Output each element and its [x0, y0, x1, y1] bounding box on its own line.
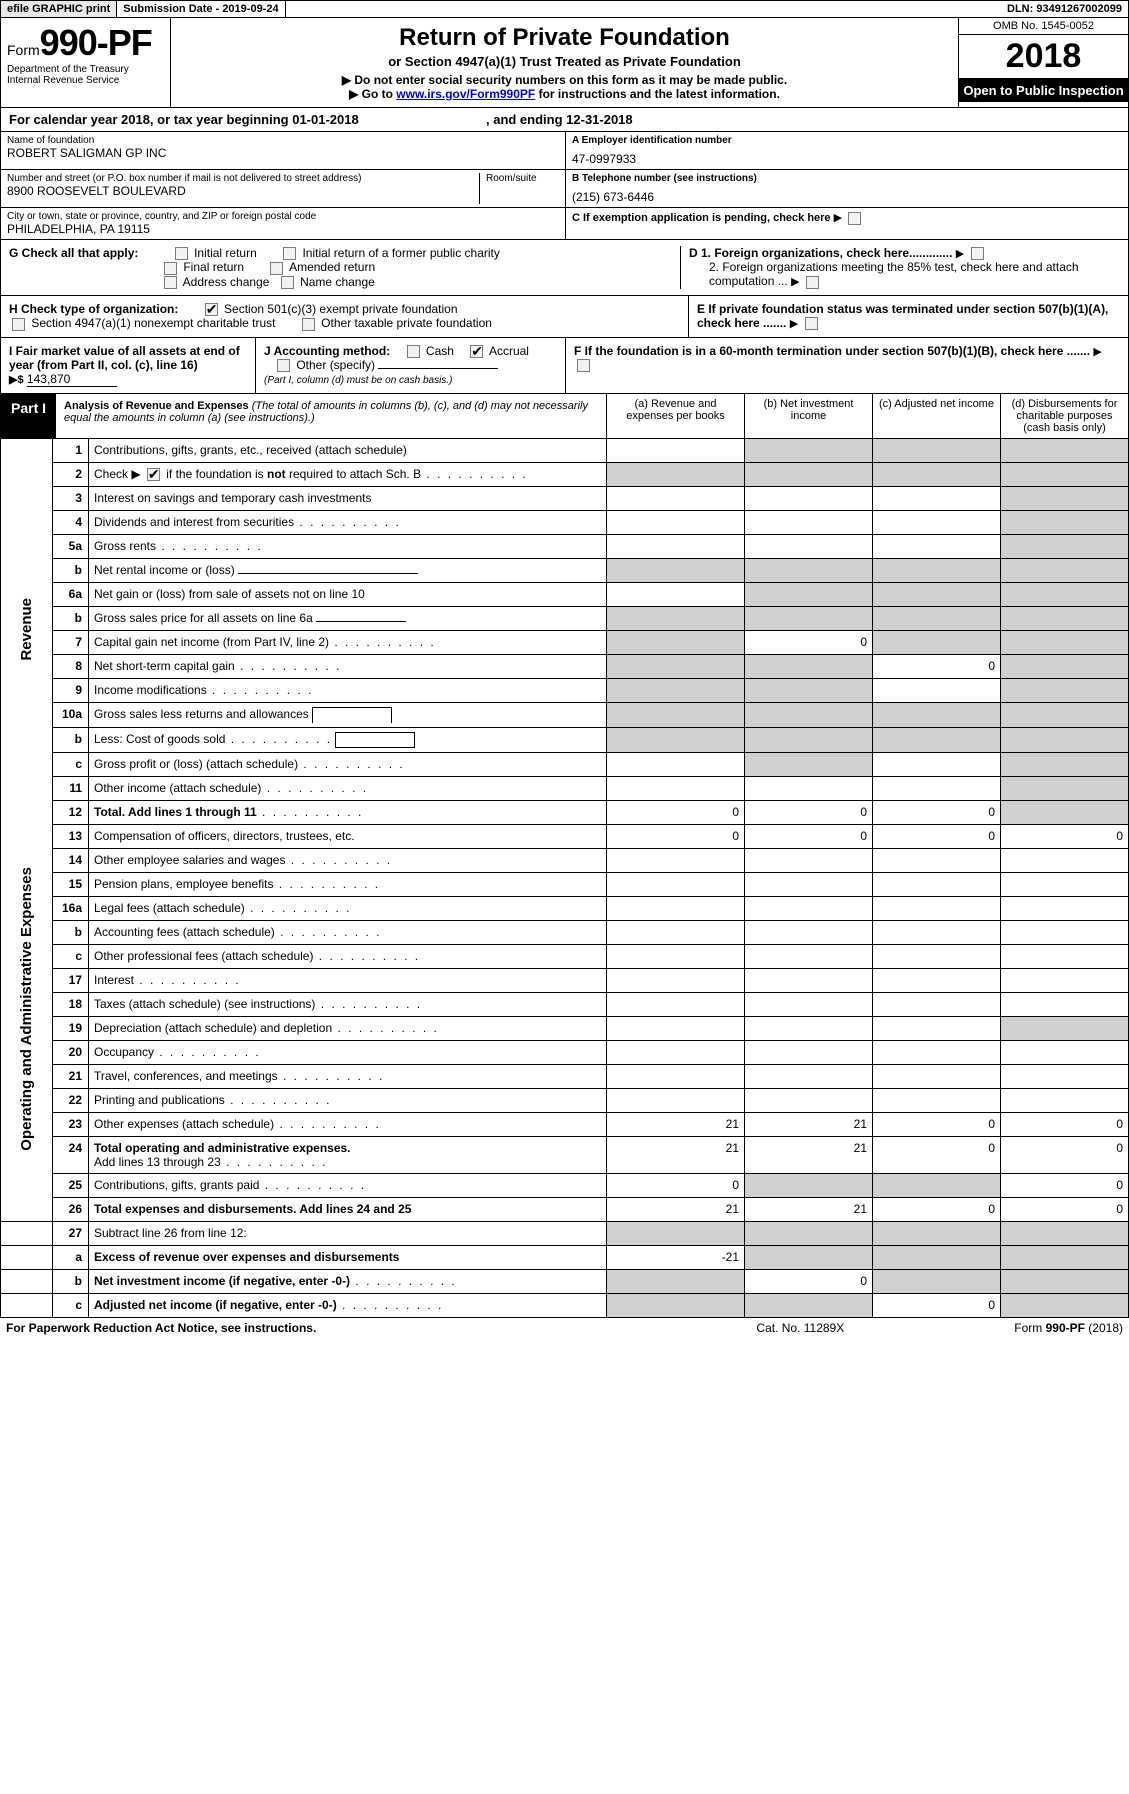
telephone-value: (215) 673-6446	[572, 190, 1122, 204]
revenue-side-label: Revenue	[1, 439, 53, 825]
col-c-header: (c) Adjusted net income	[872, 394, 1000, 438]
identity-grid: Name of foundation ROBERT SALIGMAN GP IN…	[0, 132, 1129, 240]
ein-label: A Employer identification number	[572, 135, 1122, 146]
schb-checkbox[interactable]	[147, 468, 160, 481]
address-label: Number and street (or P.O. box number if…	[7, 173, 479, 184]
g-initial-public-checkbox[interactable]	[283, 247, 296, 260]
g-name-change-checkbox[interactable]	[281, 276, 294, 289]
f-label: F If the foundation is in a 60-month ter…	[574, 344, 1090, 358]
irs-label: Internal Revenue Service	[7, 75, 164, 86]
j-other-checkbox[interactable]	[277, 359, 290, 372]
omb-number: OMB No. 1545-0052	[959, 18, 1128, 35]
ijf-row: I Fair market value of all assets at end…	[0, 338, 1129, 394]
g-amended-checkbox[interactable]	[270, 262, 283, 275]
c-exemption-label: C If exemption application is pending, c…	[572, 212, 831, 224]
d2-checkbox[interactable]	[806, 276, 819, 289]
f-checkbox[interactable]	[577, 359, 590, 372]
h-4947-checkbox[interactable]	[12, 318, 25, 331]
instructions-link[interactable]: www.irs.gov/Form990PF	[396, 87, 535, 101]
city-value: PHILADELPHIA, PA 19115	[7, 222, 559, 236]
d1-label: D 1. Foreign organizations, check here..…	[689, 246, 952, 260]
foundation-name-label: Name of foundation	[7, 135, 559, 146]
i-label: I Fair market value of all assets at end…	[9, 344, 240, 372]
efile-label: efile GRAPHIC print	[1, 1, 117, 17]
col-d-header: (d) Disbursements for charitable purpose…	[1000, 394, 1128, 438]
cat-no: Cat. No. 11289X	[756, 1321, 844, 1335]
dln: DLN: 93491267002099	[1001, 1, 1128, 17]
form-title: Return of Private Foundation	[179, 24, 950, 52]
h-other-checkbox[interactable]	[302, 318, 315, 331]
h-row: H Check type of organization: Section 50…	[0, 296, 1129, 338]
e-checkbox[interactable]	[805, 317, 818, 330]
g-initial-return-checkbox[interactable]	[175, 247, 188, 260]
form-subtitle: or Section 4947(a)(1) Trust Treated as P…	[179, 54, 950, 69]
form-word: Form	[7, 42, 40, 58]
form-year-block: OMB No. 1545-0052 2018 Open to Public In…	[958, 18, 1128, 107]
opadmin-side-label: Operating and Administrative Expenses	[1, 825, 53, 1198]
i-value: 143,870	[27, 372, 117, 387]
room-label: Room/suite	[486, 173, 559, 184]
form-number: 990-PF	[40, 22, 152, 63]
g-label: G Check all that apply:	[9, 246, 138, 260]
form-header: Form990-PF Department of the Treasury In…	[0, 18, 1129, 108]
telephone-label: B Telephone number (see instructions)	[572, 173, 1122, 184]
form-id-block: Form990-PF Department of the Treasury In…	[1, 18, 171, 107]
part1-desc: Analysis of Revenue and Expenses (The to…	[56, 394, 606, 438]
part1-header: Part I Analysis of Revenue and Expenses …	[0, 394, 1129, 439]
j-label: J Accounting method:	[264, 344, 390, 358]
col-a-header: (a) Revenue and expenses per books	[606, 394, 744, 438]
dept-label: Department of the Treasury	[7, 64, 164, 75]
j-cash-checkbox[interactable]	[407, 345, 420, 358]
form-title-block: Return of Private Foundation or Section …	[171, 18, 958, 107]
g-address-change-checkbox[interactable]	[164, 276, 177, 289]
part1-label: Part I	[1, 394, 56, 438]
j-note: (Part I, column (d) must be on cash basi…	[264, 375, 452, 386]
form-note-1: ▶ Do not enter social security numbers o…	[179, 73, 950, 87]
h-label: H Check type of organization:	[9, 302, 178, 316]
city-label: City or town, state or province, country…	[7, 211, 559, 222]
part1-table: Revenue 1Contributions, gifts, grants, e…	[0, 439, 1129, 1319]
foundation-name: ROBERT SALIGMAN GP INC	[7, 146, 559, 160]
tax-year: 2018	[959, 35, 1128, 78]
col-b-header: (b) Net investment income	[744, 394, 872, 438]
h-501c3-checkbox[interactable]	[205, 303, 218, 316]
paperwork-notice: For Paperwork Reduction Act Notice, see …	[6, 1321, 316, 1335]
d2-label: 2. Foreign organizations meeting the 85%…	[709, 260, 1079, 288]
j-accrual-checkbox[interactable]	[470, 345, 483, 358]
calendar-year-line: For calendar year 2018, or tax year begi…	[0, 108, 1129, 132]
c-checkbox[interactable]	[848, 212, 861, 225]
g-final-return-checkbox[interactable]	[164, 262, 177, 275]
form-ref: Form 990-PF (2018)	[1014, 1321, 1123, 1335]
d1-checkbox[interactable]	[971, 247, 984, 260]
g-row: G Check all that apply: Initial return I…	[0, 240, 1129, 296]
page-footer: For Paperwork Reduction Act Notice, see …	[0, 1318, 1129, 1338]
ein-value: 47-0997933	[572, 152, 1122, 166]
top-bar: efile GRAPHIC print Submission Date - 20…	[0, 0, 1129, 18]
address-value: 8900 ROOSEVELT BOULEVARD	[7, 184, 479, 198]
form-note-2: ▶ Go to www.irs.gov/Form990PF for instru…	[179, 87, 950, 101]
open-to-public: Open to Public Inspection	[959, 78, 1128, 102]
submission-date: Submission Date - 2019-09-24	[117, 1, 285, 17]
e-label: E If private foundation status was termi…	[697, 302, 1108, 330]
